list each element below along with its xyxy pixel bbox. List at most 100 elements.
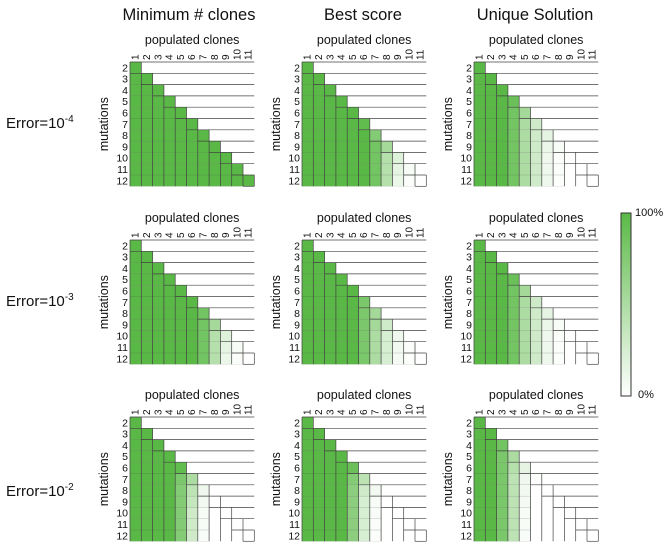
x-tick-label: 6 <box>359 232 370 238</box>
heatmap-cell <box>324 175 336 187</box>
heatmap-cell-border <box>129 428 142 440</box>
heatmap-cell-border <box>473 251 486 263</box>
heatmap-cell-border <box>347 152 359 164</box>
heatmap-cell <box>335 462 348 474</box>
heatmap-cell-border <box>301 518 314 531</box>
heatmap-cell <box>507 163 520 175</box>
heatmap-cell-border <box>231 163 244 176</box>
heatmap-cell <box>186 296 198 308</box>
y-tick-label: 5 <box>122 451 128 463</box>
heatmap-cell-border <box>175 174 187 187</box>
heatmap-cell-border <box>347 341 359 354</box>
heatmap-cell-border <box>530 307 542 320</box>
heatmap-cell-border <box>496 296 509 308</box>
heatmap-cell <box>163 296 176 308</box>
heatmap-cell-border <box>347 140 359 153</box>
x-tick-label: 7 <box>542 54 553 60</box>
y-axis-label: mutations <box>269 452 283 506</box>
y-tick-label: 10 <box>460 508 472 520</box>
y-tick-label: 6 <box>466 108 472 120</box>
y-tick-label: 6 <box>466 286 472 298</box>
heatmap-cell <box>347 141 359 153</box>
heatmap-cell-border <box>552 352 565 365</box>
heatmap-cell-border <box>507 529 520 542</box>
heatmap-cell-border <box>335 352 348 365</box>
heatmap-cell <box>369 496 382 508</box>
heatmap-cell-border <box>208 163 221 176</box>
heatmap-cell-border <box>208 341 221 354</box>
heatmap-cell <box>152 530 164 542</box>
heatmap-cell <box>141 428 153 440</box>
heatmap-cell-border <box>347 462 359 474</box>
heatmap-cell <box>313 251 325 263</box>
heatmap-cell-border <box>313 307 325 320</box>
heatmap-cell-border <box>197 484 210 497</box>
y-tick-label: 8 <box>466 485 472 497</box>
y-tick-label: 4 <box>122 85 128 97</box>
heatmap-cell-border <box>552 330 565 342</box>
heatmap-cell <box>302 141 314 153</box>
heatmap-cell <box>130 307 142 320</box>
heatmap-cell <box>130 462 142 474</box>
heatmap-cell <box>474 62 486 74</box>
x-tick-label: 4 <box>337 54 348 60</box>
heatmap-cell <box>302 307 314 320</box>
heatmap-cell <box>186 473 198 485</box>
heatmap-cell <box>496 307 508 320</box>
heatmap-cell <box>392 341 404 353</box>
heatmap-cell-border <box>301 73 314 85</box>
heatmap-cell <box>175 518 187 530</box>
heatmap-cell-border <box>141 273 153 286</box>
heatmap-cell-border <box>335 152 348 164</box>
heatmap-cell-border <box>358 507 370 519</box>
heatmap-cell-border <box>485 507 497 519</box>
heatmap-cell-border <box>507 174 520 187</box>
heatmap-cell <box>496 262 508 274</box>
heatmap-cell-border <box>335 273 348 286</box>
heatmap-cell-border <box>313 129 325 142</box>
heatmap-cell-border <box>301 285 314 297</box>
heatmap-cell-border <box>175 118 187 130</box>
heatmap-cell-border <box>324 118 337 130</box>
heatmap-cell <box>313 428 325 440</box>
x-tick-label: 9 <box>393 54 404 60</box>
heatmap-cell <box>496 285 508 297</box>
x-tick-label: 7 <box>370 232 381 238</box>
heatmap-cell-border <box>403 163 416 176</box>
y-axis-label: mutations <box>441 97 455 151</box>
heatmap-cell <box>553 152 565 164</box>
heatmap-cell-border <box>301 129 314 142</box>
y-tick-label: 10 <box>116 508 128 520</box>
heatmap-cell <box>474 353 486 365</box>
heatmap-cell-border <box>324 318 337 331</box>
heatmap-cell-border <box>335 484 348 497</box>
y-tick-label: 6 <box>466 463 472 475</box>
heatmap-cell-border <box>141 296 153 308</box>
heatmap-cell <box>507 341 520 353</box>
x-tick-label: 1 <box>303 232 314 238</box>
heatmap-cell <box>358 507 370 519</box>
heatmap-cell-border <box>507 473 520 485</box>
y-tick-label: 11 <box>117 519 128 531</box>
heatmap-cell-border <box>175 163 187 176</box>
heatmap-cell-border <box>175 341 187 354</box>
heatmap-cell <box>152 307 164 320</box>
heatmap-cell-border <box>301 296 314 308</box>
heatmap-cell <box>141 518 153 530</box>
heatmap-cell <box>324 353 336 365</box>
x-tick-label: 6 <box>187 232 198 238</box>
heatmap-cell <box>130 484 142 497</box>
heatmap-cell-border <box>141 251 153 263</box>
x-tick-label: 2 <box>486 232 497 238</box>
y-tick-label: 2 <box>122 240 128 252</box>
heatmap-cell-border <box>335 529 348 542</box>
heatmap-cell <box>530 163 542 175</box>
x-axis-label: populated clones <box>145 33 240 47</box>
heatmap-cell <box>302 439 314 451</box>
heatmap-cell-border <box>152 84 165 97</box>
heatmap-cell <box>369 319 382 331</box>
heatmap-cell <box>403 353 415 365</box>
heatmap-cell <box>474 330 486 342</box>
